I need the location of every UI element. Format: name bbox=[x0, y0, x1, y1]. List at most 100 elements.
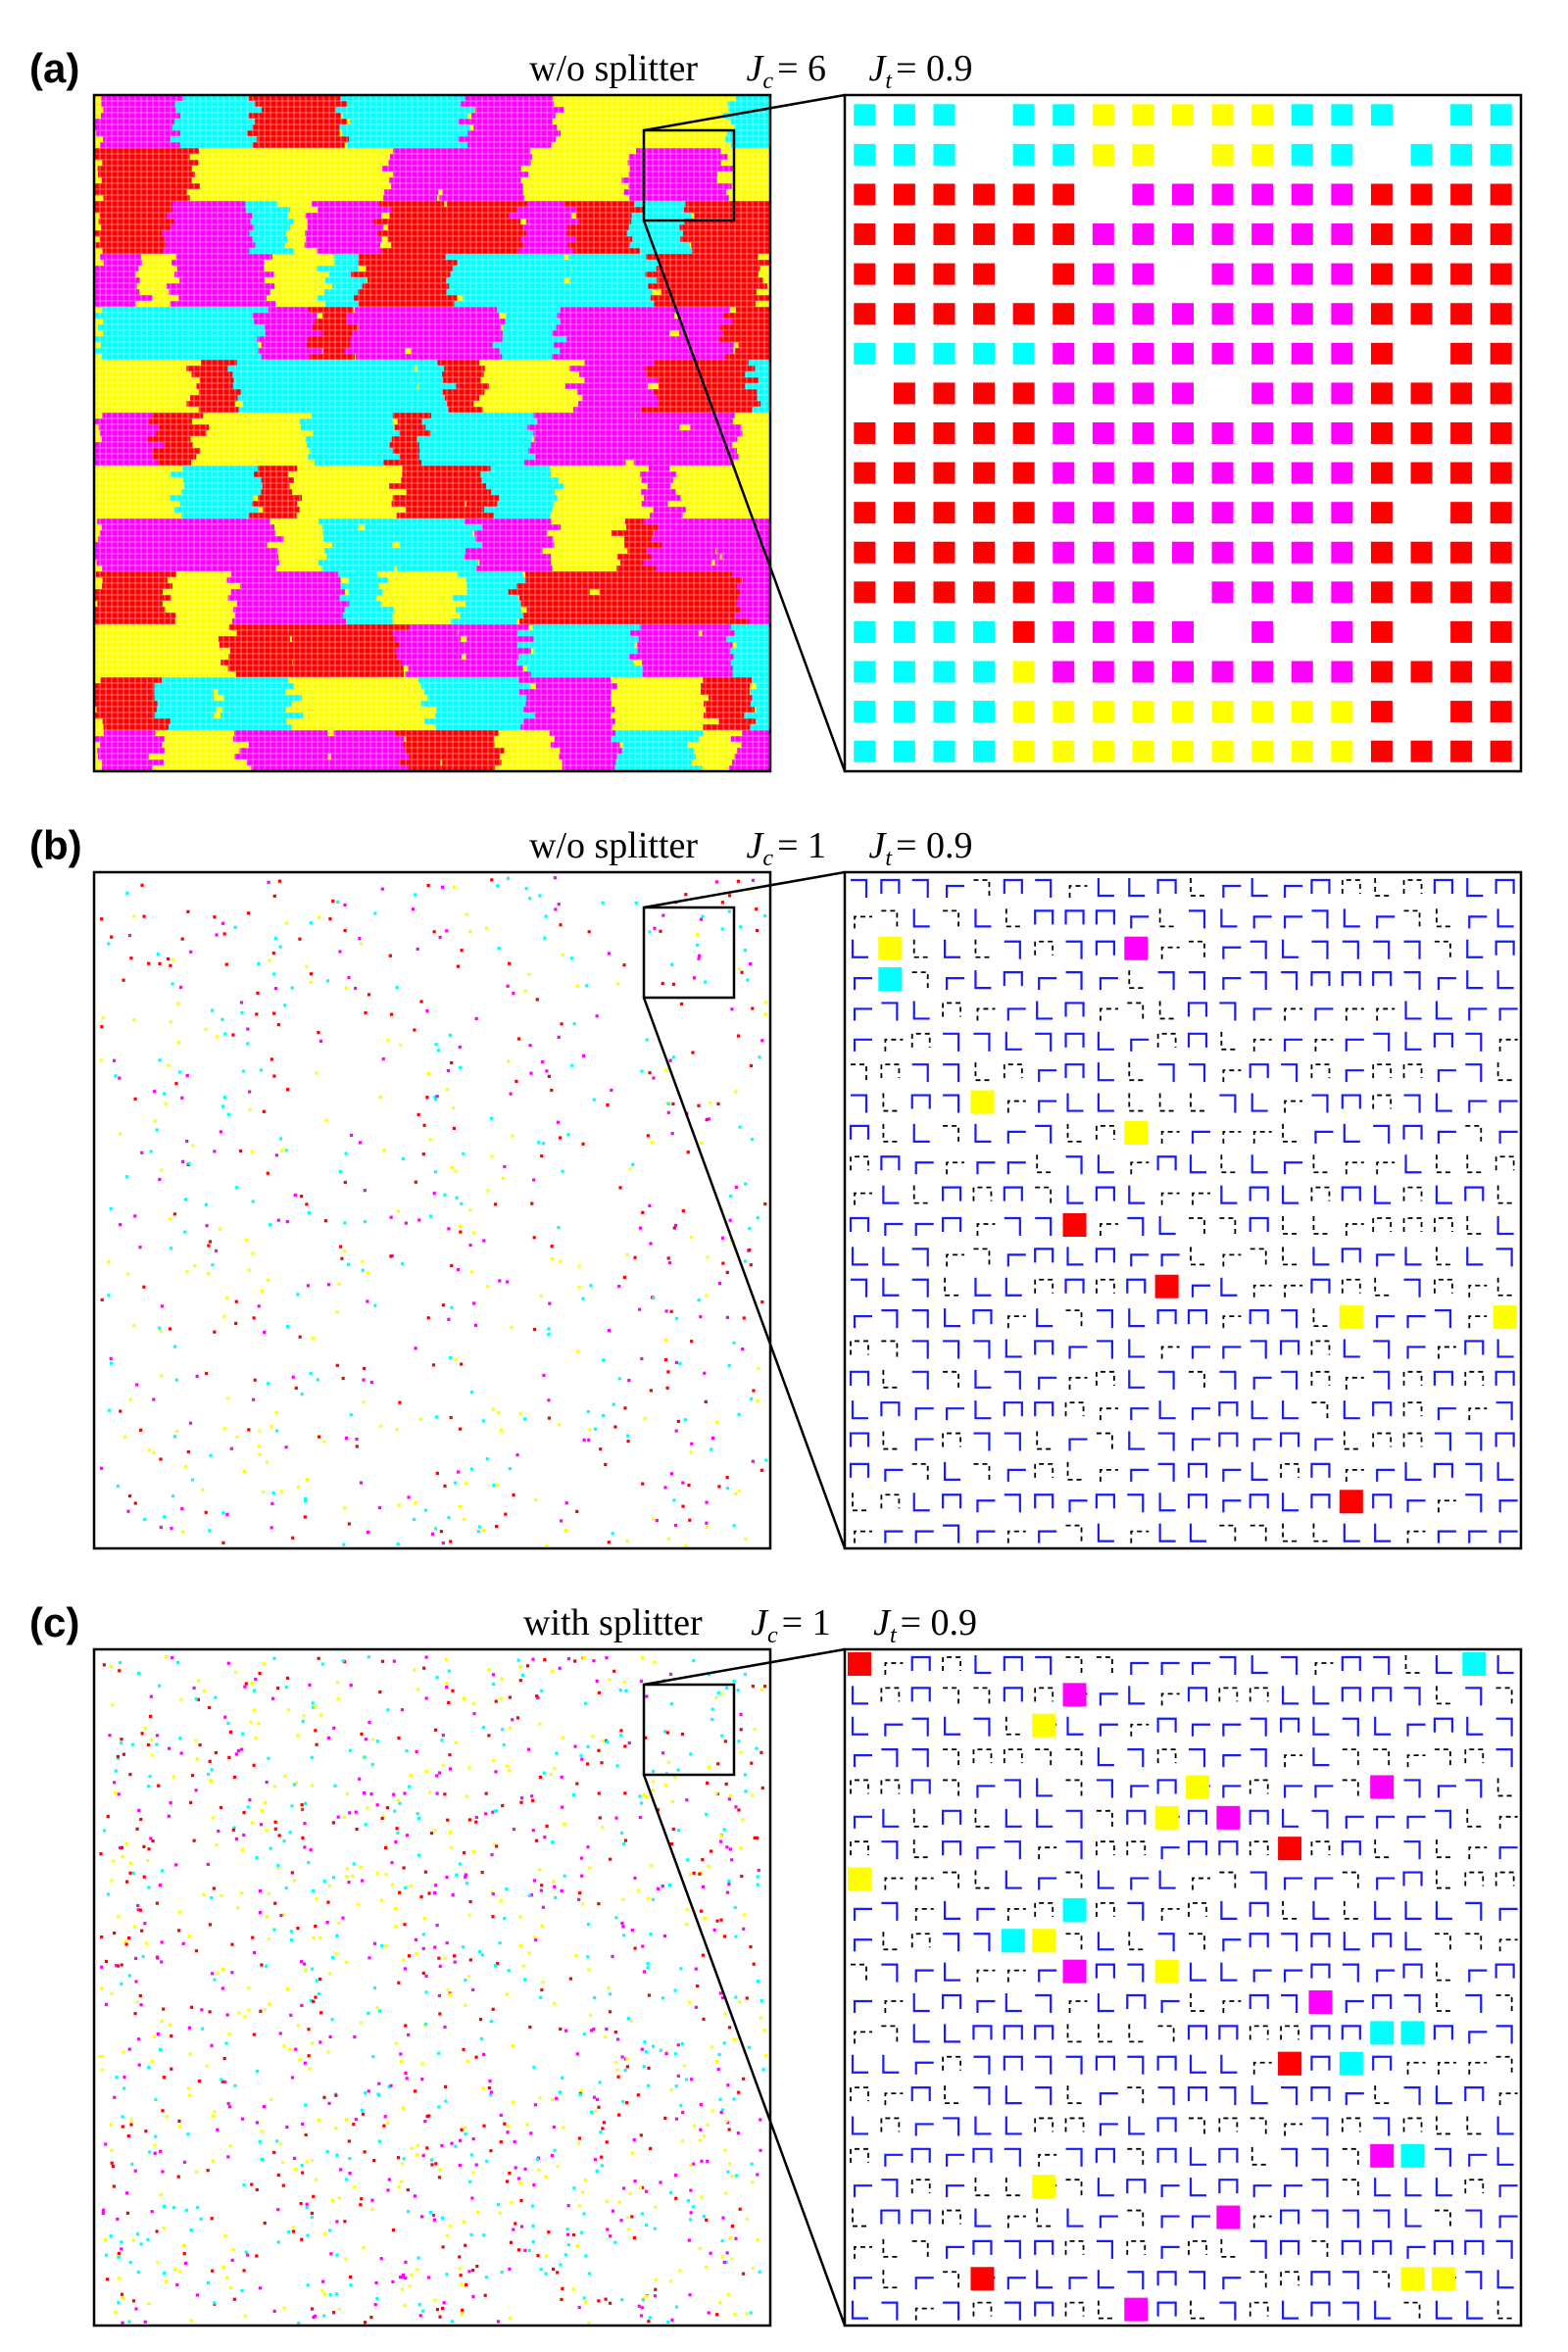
site-dot bbox=[223, 2080, 227, 2084]
site-dot bbox=[641, 1210, 645, 1214]
trail-blue bbox=[1250, 2239, 1267, 2259]
site-dot bbox=[181, 2243, 185, 2248]
trail-blue bbox=[1249, 1901, 1269, 1917]
trail-black bbox=[1494, 1155, 1515, 1171]
site-dot bbox=[219, 1130, 222, 1134]
domain-stripe bbox=[570, 295, 667, 302]
domain-stripe bbox=[725, 136, 770, 143]
domain-stripe bbox=[417, 677, 528, 684]
domain-stripe bbox=[740, 607, 770, 613]
site-dot bbox=[323, 2231, 327, 2235]
site-dot bbox=[527, 972, 531, 976]
site-dot bbox=[716, 1690, 720, 1694]
domain-stripe bbox=[756, 289, 770, 296]
domain-stripe bbox=[750, 724, 770, 731]
site-dot bbox=[185, 1139, 189, 1144]
site-dot bbox=[511, 2044, 514, 2048]
domain-stripe bbox=[635, 413, 699, 419]
site-dot bbox=[230, 1971, 234, 1975]
site-dot bbox=[424, 1990, 428, 1994]
site-dot bbox=[555, 2096, 559, 2100]
trail-blue bbox=[1466, 1247, 1484, 1266]
trail-black bbox=[850, 1779, 869, 1794]
trail-blue bbox=[1096, 1308, 1114, 1329]
site-square bbox=[1370, 661, 1393, 683]
panel-a-jt-value: = 0.9 bbox=[896, 48, 972, 89]
site-dot bbox=[116, 1756, 120, 1760]
domain-stripe bbox=[325, 277, 368, 284]
site-dot bbox=[361, 1879, 365, 1883]
domain-stripe bbox=[314, 318, 360, 325]
site-dot bbox=[566, 1656, 571, 1661]
site-dot bbox=[220, 2078, 223, 2082]
trail-blue bbox=[1341, 1687, 1361, 1702]
domain-stripe bbox=[760, 401, 770, 408]
site-dot bbox=[252, 1708, 257, 1712]
domain-stripe bbox=[237, 395, 341, 402]
trail-blue bbox=[1466, 970, 1484, 990]
domain-stripe bbox=[458, 477, 494, 484]
site-dot bbox=[271, 952, 275, 956]
site-dot bbox=[99, 1058, 103, 1062]
site-dot bbox=[474, 2055, 478, 2059]
site-dot bbox=[232, 2297, 236, 2301]
site-dot bbox=[144, 2130, 148, 2133]
site-dot bbox=[684, 1544, 688, 1548]
trail-blue bbox=[1250, 970, 1267, 991]
site-dot bbox=[168, 1327, 172, 1331]
trail-blue bbox=[1403, 1779, 1421, 1798]
trail-blue bbox=[1495, 2025, 1513, 2044]
site-dot bbox=[681, 1504, 685, 1508]
site-dot bbox=[391, 2228, 396, 2232]
trail-blue bbox=[1068, 1438, 1088, 1451]
site-dot bbox=[665, 1731, 669, 1735]
site-dot bbox=[229, 2285, 233, 2289]
site-dot bbox=[609, 2234, 612, 2238]
site-dot bbox=[115, 2076, 119, 2080]
site-dot bbox=[264, 1964, 269, 1968]
site-dot bbox=[392, 1792, 396, 1796]
site-dot bbox=[380, 887, 384, 891]
site-dot bbox=[333, 2126, 338, 2131]
trail-blue bbox=[1498, 1499, 1518, 1513]
domain-stripe bbox=[685, 507, 770, 514]
site-dot bbox=[225, 1512, 229, 1517]
site-dot bbox=[207, 1244, 211, 1248]
site-dot bbox=[272, 894, 276, 898]
site-dot bbox=[100, 917, 104, 921]
site-dot bbox=[639, 1679, 643, 1684]
site-dot bbox=[435, 2308, 440, 2312]
trail-blue bbox=[1498, 1846, 1518, 1860]
site-dot bbox=[303, 2061, 307, 2065]
domain-stripe bbox=[741, 424, 770, 431]
site-dot bbox=[723, 2012, 727, 2016]
trail-black bbox=[1374, 2085, 1392, 2104]
site-dot bbox=[516, 1658, 520, 1662]
site-dot bbox=[728, 1847, 732, 1851]
trail-blue bbox=[1099, 2215, 1118, 2229]
site-dot bbox=[618, 1186, 622, 1190]
domain-stripe bbox=[644, 601, 750, 608]
domain-stripe bbox=[680, 236, 770, 243]
site-dot bbox=[149, 1694, 153, 1698]
site-dot bbox=[258, 1429, 262, 1433]
site-dot bbox=[623, 1406, 627, 1410]
trail-blue bbox=[1342, 2271, 1359, 2290]
site-dot bbox=[760, 1786, 764, 1790]
site-dot bbox=[229, 1446, 233, 1450]
site-dot bbox=[544, 2175, 548, 2179]
site-dot bbox=[246, 1042, 250, 1046]
trail-blue bbox=[1403, 2085, 1421, 2106]
trail-blue bbox=[941, 1494, 962, 1509]
domain-stripe bbox=[94, 189, 203, 196]
site-dot bbox=[378, 1690, 382, 1694]
domain-stripe bbox=[218, 636, 290, 643]
site-dot bbox=[751, 1006, 755, 1010]
domain-stripe bbox=[755, 366, 770, 372]
site-dot bbox=[600, 2155, 604, 2159]
site-dot bbox=[223, 2233, 227, 2238]
trail-blue bbox=[1160, 2245, 1180, 2259]
site-dot bbox=[697, 956, 701, 960]
domain-stripe bbox=[758, 271, 770, 278]
site-dot bbox=[336, 1696, 340, 1701]
